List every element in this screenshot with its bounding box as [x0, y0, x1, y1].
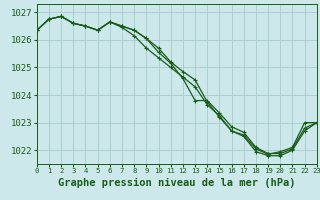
X-axis label: Graphe pression niveau de la mer (hPa): Graphe pression niveau de la mer (hPa): [58, 178, 296, 188]
